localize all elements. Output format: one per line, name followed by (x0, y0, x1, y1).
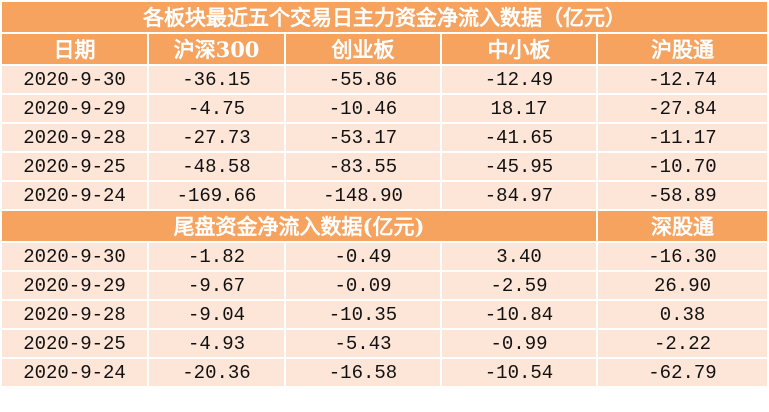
value-cell: -16.30 (596, 241, 769, 272)
column-header: 创业板 (284, 32, 442, 66)
table-row: 2020-9-28 -9.04 -10.35 -10.84 0.38 (0, 299, 769, 330)
value-cell: -27.84 (596, 93, 769, 124)
value-cell: -55.86 (284, 64, 442, 95)
column-header: 沪深300 (147, 32, 286, 66)
value-cell: -0.09 (284, 270, 442, 301)
section-title: 尾盘资金净流入数据(亿元) (0, 209, 598, 243)
value-cell: -20.36 (147, 357, 286, 388)
value-cell: -9.67 (147, 270, 286, 301)
value-cell: -53.17 (284, 122, 442, 153)
value-cell: -4.75 (147, 93, 286, 124)
table-row: 尾盘资金净流入数据(亿元) 深股通 (0, 209, 769, 243)
table-body: 各板块最近五个交易日主力资金净流入数据（亿元） 日期 沪深300 创业板 中小板 沪股通 2… (0, 0, 769, 388)
value-cell: -10.84 (440, 299, 598, 330)
table-row: 2020-9-29 -4.75 -10.46 18.17 -27.84 (0, 93, 769, 124)
value-cell: -10.54 (440, 357, 598, 388)
date-cell: 2020-9-25 (0, 328, 149, 359)
value-cell: -16.58 (284, 357, 442, 388)
column-header: 中小板 (440, 32, 598, 66)
date-cell: 2020-9-29 (0, 93, 149, 124)
value-cell: -58.89 (596, 180, 769, 211)
value-cell: -84.97 (440, 180, 598, 211)
value-cell: -10.35 (284, 299, 442, 330)
table-row: 2020-9-28 -27.73 -53.17 -41.65 -11.17 (0, 122, 769, 153)
value-cell: -0.99 (440, 328, 598, 359)
value-cell: 26.90 (596, 270, 769, 301)
column-header: 日期 (0, 32, 149, 66)
value-cell: -1.82 (147, 241, 286, 272)
value-cell: -10.70 (596, 151, 769, 182)
column-header: 沪股通 (596, 32, 769, 66)
table-row: 日期 沪深300 创业板 中小板 沪股通 (0, 32, 769, 66)
date-cell: 2020-9-24 (0, 357, 149, 388)
value-cell: -2.59 (440, 270, 598, 301)
value-cell: -5.43 (284, 328, 442, 359)
value-cell: -27.73 (147, 122, 286, 153)
value-cell: -9.04 (147, 299, 286, 330)
table-row: 2020-9-25 -48.58 -83.55 -45.95 -10.70 (0, 151, 769, 182)
value-cell: -148.90 (284, 180, 442, 211)
value-cell: -2.22 (596, 328, 769, 359)
fund-flow-table: 各板块最近五个交易日主力资金净流入数据（亿元） 日期 沪深300 创业板 中小板 沪股通 2… (0, 0, 769, 388)
value-cell: -36.15 (147, 64, 286, 95)
table-title: 各板块最近五个交易日主力资金净流入数据（亿元） (0, 0, 769, 34)
value-cell: -11.17 (596, 122, 769, 153)
table-row: 2020-9-29 -9.67 -0.09 -2.59 26.90 (0, 270, 769, 301)
value-cell: -48.58 (147, 151, 286, 182)
column-header: 深股通 (596, 209, 769, 243)
value-cell: 18.17 (440, 93, 598, 124)
table-row: 各板块最近五个交易日主力资金净流入数据（亿元） (0, 0, 769, 34)
value-cell: -10.46 (284, 93, 442, 124)
date-cell: 2020-9-25 (0, 151, 149, 182)
table-row: 2020-9-30 -36.15 -55.86 -12.49 -12.74 (0, 64, 769, 95)
value-cell: 0.38 (596, 299, 769, 330)
table-row: 2020-9-24 -169.66 -148.90 -84.97 -58.89 (0, 180, 769, 211)
value-cell: -45.95 (440, 151, 598, 182)
date-cell: 2020-9-30 (0, 241, 149, 272)
value-cell: -12.74 (596, 64, 769, 95)
value-cell: -4.93 (147, 328, 286, 359)
value-cell: -169.66 (147, 180, 286, 211)
date-cell: 2020-9-28 (0, 122, 149, 153)
date-cell: 2020-9-30 (0, 64, 149, 95)
date-cell: 2020-9-29 (0, 270, 149, 301)
value-cell: -62.79 (596, 357, 769, 388)
value-cell: -0.49 (284, 241, 442, 272)
date-cell: 2020-9-28 (0, 299, 149, 330)
table-row: 2020-9-25 -4.93 -5.43 -0.99 -2.22 (0, 328, 769, 359)
value-cell: 3.40 (440, 241, 598, 272)
value-cell: -41.65 (440, 122, 598, 153)
value-cell: -83.55 (284, 151, 442, 182)
date-cell: 2020-9-24 (0, 180, 149, 211)
table-row: 2020-9-24 -20.36 -16.58 -10.54 -62.79 (0, 357, 769, 388)
value-cell: -12.49 (440, 64, 598, 95)
table-row: 2020-9-30 -1.82 -0.49 3.40 -16.30 (0, 241, 769, 272)
